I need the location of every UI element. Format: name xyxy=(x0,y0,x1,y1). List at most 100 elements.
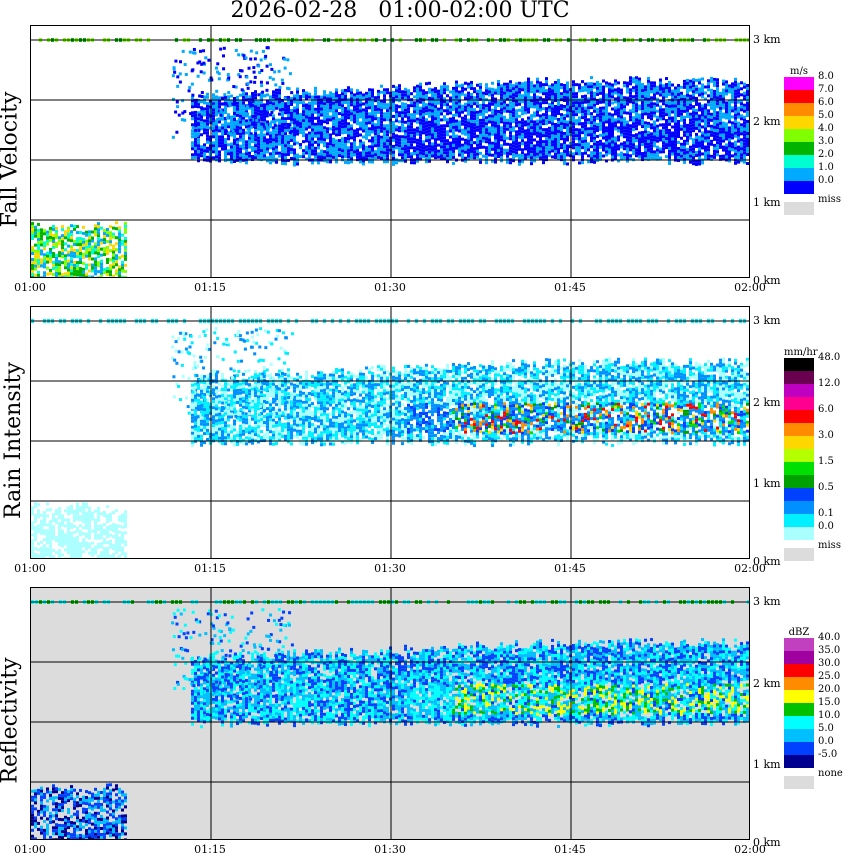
echo-cell xyxy=(650,111,653,115)
echo-cell xyxy=(404,129,407,133)
echo-cell xyxy=(443,136,446,140)
echo-cell xyxy=(560,155,563,159)
echo-cell xyxy=(602,112,605,116)
echo-cell xyxy=(737,133,740,137)
echo-cell xyxy=(215,140,218,144)
echo-cell xyxy=(686,105,689,109)
echo-cell xyxy=(713,152,716,156)
echo-cell xyxy=(659,114,662,118)
echo-cell xyxy=(743,127,746,131)
echo-cell xyxy=(596,107,599,111)
echo-cell xyxy=(326,133,329,137)
echo-cell xyxy=(524,129,527,133)
echo-cell xyxy=(632,149,635,153)
echo-cell xyxy=(599,145,602,149)
echo-cell xyxy=(584,148,587,152)
echo-cell xyxy=(293,115,296,119)
echo-cell xyxy=(308,152,311,156)
echo-cell xyxy=(398,129,401,133)
echo-cell xyxy=(545,131,548,135)
echo-cell xyxy=(440,133,443,137)
echo-cell xyxy=(383,160,386,164)
echo-cell xyxy=(407,89,410,93)
echo-cell xyxy=(320,95,323,99)
echo-cell xyxy=(455,80,458,84)
echo-cell xyxy=(82,270,85,274)
echo-cell xyxy=(689,82,692,86)
echo-cell xyxy=(530,138,533,142)
echo-cell xyxy=(743,106,746,110)
echo-cell xyxy=(37,249,40,253)
echo-cell xyxy=(509,89,512,93)
echo-cell xyxy=(288,123,292,127)
echo-cell xyxy=(234,129,238,133)
echo-cell xyxy=(191,395,194,399)
echo-cell xyxy=(722,130,725,134)
echo-cell xyxy=(97,240,100,244)
echo-cell xyxy=(230,142,233,146)
echo-cell xyxy=(674,95,677,99)
echo-cell xyxy=(725,113,728,117)
echo-cell xyxy=(689,130,692,134)
echo-cell xyxy=(722,145,725,149)
echo-cell xyxy=(551,137,554,141)
echo-cell xyxy=(626,129,629,133)
echo-cell xyxy=(584,133,587,137)
echo-cell xyxy=(452,140,455,144)
echo-cell xyxy=(719,97,722,101)
echo-cell xyxy=(464,138,467,142)
echo-cell xyxy=(197,111,200,115)
echo-cell xyxy=(413,146,416,150)
echo-cell xyxy=(629,142,632,146)
echo-cell xyxy=(215,137,218,141)
echo-cell xyxy=(82,225,85,229)
echo-cell xyxy=(31,221,34,225)
echo-cell xyxy=(692,87,695,91)
echo-cell xyxy=(542,101,545,105)
echo-cell xyxy=(521,100,524,104)
echo-cell xyxy=(431,103,434,107)
echo-cell xyxy=(428,81,431,85)
echo-cell xyxy=(242,54,246,58)
echo-cell xyxy=(100,268,103,272)
echo-cell xyxy=(605,150,608,154)
echo-cell xyxy=(115,242,118,246)
echo-cell xyxy=(419,115,422,119)
echo-cell xyxy=(260,107,263,111)
echo-cell xyxy=(91,245,94,249)
echo-cell xyxy=(203,113,206,117)
echo-cell xyxy=(43,232,46,236)
echo-cell xyxy=(341,119,344,123)
echo-cell xyxy=(380,117,383,121)
echo-cell xyxy=(91,275,94,277)
echo-cell xyxy=(620,91,623,95)
echo-cell xyxy=(509,134,512,138)
echo-cell xyxy=(407,116,410,120)
echo-cell xyxy=(194,385,197,389)
echo-cell xyxy=(371,118,374,122)
echo-cell xyxy=(359,94,362,98)
echo-cell xyxy=(398,147,401,151)
echo-cell xyxy=(620,142,623,146)
echo-cell xyxy=(731,115,734,119)
echo-cell xyxy=(704,151,707,155)
echo-cell xyxy=(356,122,359,126)
echo-cell xyxy=(320,122,323,126)
echo-cell xyxy=(728,144,731,148)
echo-cell xyxy=(46,254,49,258)
echo-cell xyxy=(455,134,458,138)
echo-cell xyxy=(194,155,197,159)
echo-cell xyxy=(269,107,272,111)
echo-cell xyxy=(341,131,344,135)
echo-cell xyxy=(668,113,671,117)
echo-cell xyxy=(434,96,437,100)
echo-cell xyxy=(37,270,40,274)
echo-cell xyxy=(401,141,404,145)
echo-cell xyxy=(572,152,575,156)
echo-cell xyxy=(497,131,500,135)
echo-cell xyxy=(37,237,40,241)
echo-cell xyxy=(455,104,458,108)
echo-cell xyxy=(749,129,750,132)
echo-cell xyxy=(521,160,524,164)
echo-cell xyxy=(668,143,671,147)
